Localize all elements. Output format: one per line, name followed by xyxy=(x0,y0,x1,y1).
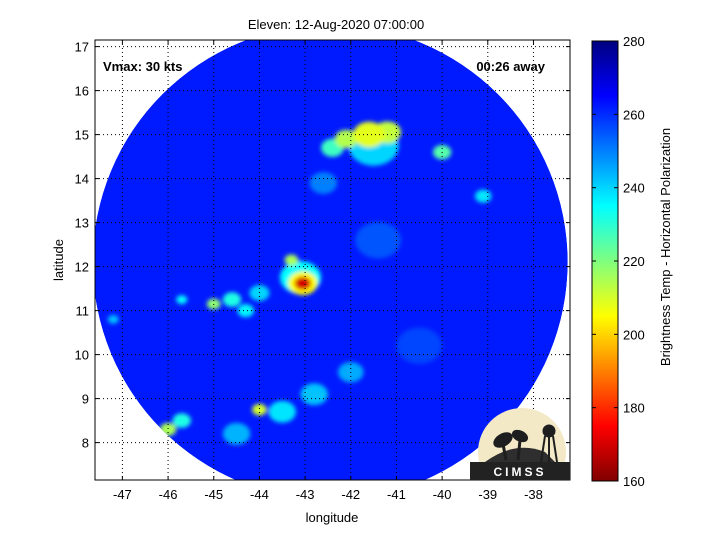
x-tick-label-3: -44 xyxy=(250,487,269,502)
colorbar-tick-label-2: 200 xyxy=(623,327,645,342)
y-tick-label-3: 11 xyxy=(76,304,90,319)
cloud-feature-20 xyxy=(268,400,296,423)
swath xyxy=(95,40,568,480)
colorbar-tick-label-1: 180 xyxy=(623,401,645,416)
x-tick-label-9: -38 xyxy=(524,487,543,502)
y-tick-label-1: 9 xyxy=(82,392,89,407)
cloud-feature-3 xyxy=(284,254,299,266)
cloud-feature-23 xyxy=(222,422,251,445)
cloud-feature-24 xyxy=(355,221,402,259)
y-tick-label-6: 14 xyxy=(75,172,89,187)
colorbar-ticks: 160 180 200 220 240 260 280 xyxy=(592,34,645,489)
cloud-feature-21 xyxy=(300,383,328,406)
x-tick-label-7: -40 xyxy=(433,487,452,502)
y-tick-label-7: 15 xyxy=(75,128,89,143)
cloud-feature-13 xyxy=(237,304,254,318)
logo-text: CIMSS xyxy=(493,465,546,479)
y-tick-label-5: 13 xyxy=(75,216,89,231)
swath-disk xyxy=(95,40,568,480)
cloud-feature-12 xyxy=(222,292,242,307)
x-tick-label-4: -43 xyxy=(296,487,315,502)
y-tick-label-8: 16 xyxy=(75,84,89,99)
chart-title: Eleven: 12-Aug-2020 07:00:00 xyxy=(248,17,424,32)
colorbar-label: Brightness Temp - Horizontal Polarizatio… xyxy=(658,128,673,366)
axes-frame xyxy=(94,39,571,481)
y-tick-label-2: 10 xyxy=(75,348,89,363)
y-tick-label-0: 8 xyxy=(82,436,89,451)
y-ticks: 8 9 10 11 12 13 14 15 16 17 xyxy=(75,40,570,451)
colorbar-tick-label-6: 280 xyxy=(623,34,645,49)
y-axis-label: latitude xyxy=(51,239,66,281)
colorbar-tick-label-3: 220 xyxy=(623,254,645,269)
plot-area xyxy=(95,40,570,480)
y-tick-label-4: 12 xyxy=(75,260,89,275)
cloud-feature-4 xyxy=(353,121,386,148)
x-ticks: -47 -46 -45 -44 -43 -42 -41 -40 -39 -38 xyxy=(113,40,543,502)
colorbar xyxy=(591,40,619,482)
x-tick-label-0: -47 xyxy=(113,487,132,502)
x-tick-label-5: -42 xyxy=(341,487,360,502)
x-tick-label-1: -46 xyxy=(159,487,178,502)
x-tick-label-8: -39 xyxy=(478,487,497,502)
colorbar-tick-label-5: 260 xyxy=(623,107,645,122)
cloud-feature-16 xyxy=(107,315,119,324)
time-away-annotation: 00:26 away xyxy=(476,59,545,74)
grid xyxy=(95,40,570,480)
cloud-feature-15 xyxy=(176,295,188,304)
cloud-feature-18 xyxy=(172,413,191,428)
y-tick-label-9: 17 xyxy=(75,40,89,55)
x-axis-label: longitude xyxy=(306,510,359,525)
x-tick-label-6: -41 xyxy=(387,487,406,502)
cimss-logo: CIMSS xyxy=(470,408,570,480)
cloud-feature-10 xyxy=(475,189,492,203)
colorbar-tick-label-0: 160 xyxy=(623,474,645,489)
cloud-feature-26 xyxy=(396,327,443,365)
x-tick-label-2: -45 xyxy=(204,487,223,502)
cloud-feature-0 xyxy=(294,276,312,290)
colorbar-tick-label-4: 240 xyxy=(623,181,645,196)
cloud-feature-25 xyxy=(309,172,338,194)
cloud-feature-19 xyxy=(252,403,267,416)
vmax-annotation: Vmax: 30 kts xyxy=(103,59,183,74)
